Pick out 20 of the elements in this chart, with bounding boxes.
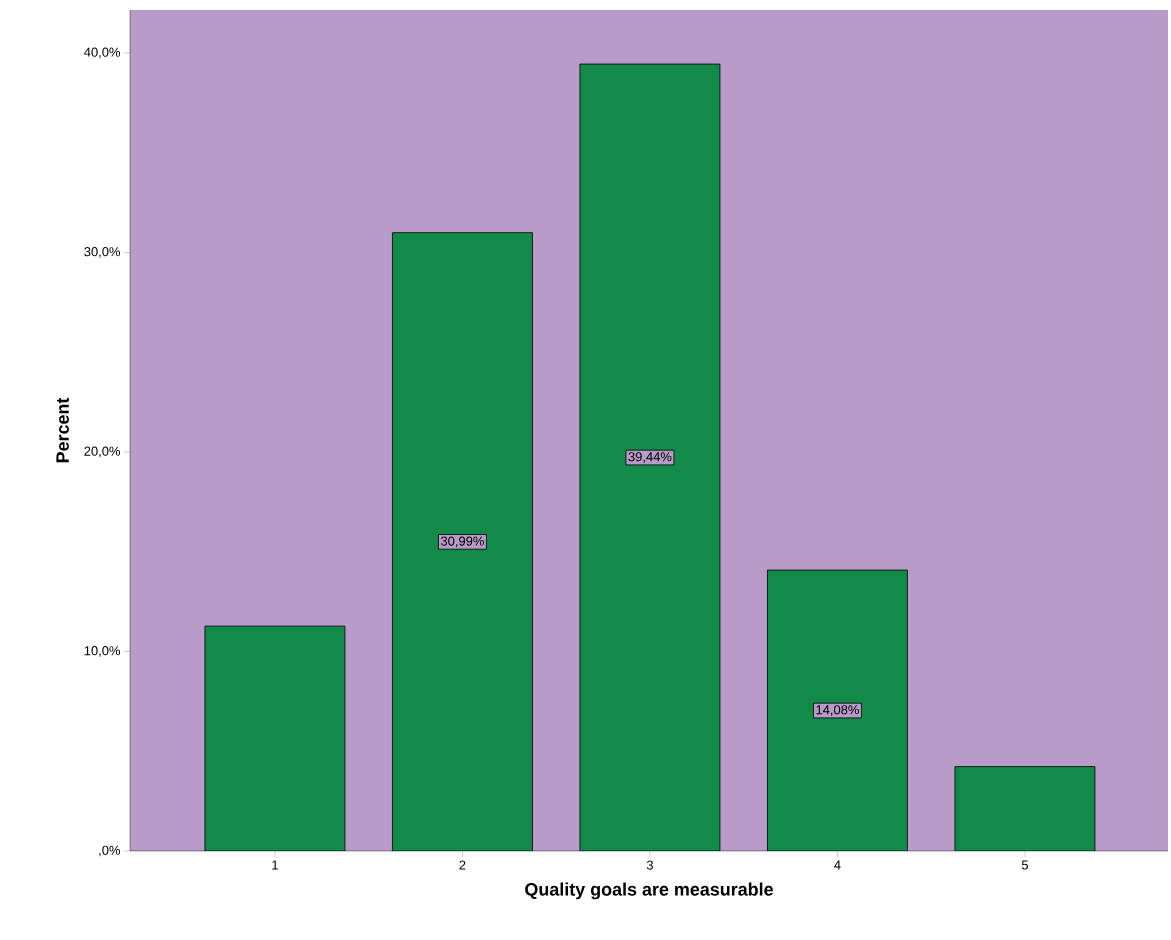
y-axis-title: Percent <box>56 397 69 463</box>
bar <box>204 625 346 851</box>
bar <box>392 232 533 851</box>
y-tick-label: 10,0% <box>84 646 121 657</box>
data-label: 39,44% <box>628 452 672 463</box>
data-label: 30,99% <box>440 536 484 548</box>
bar <box>767 569 908 851</box>
y-tick-label: 40,0% <box>84 47 121 59</box>
y-tick-label: ,0% <box>99 845 121 857</box>
y-tick-label: 20,0% <box>84 446 121 458</box>
x-tick-label: 2 <box>459 860 466 870</box>
data-label: 14,08% <box>816 705 859 716</box>
y-tick-label: 30,0% <box>84 247 121 258</box>
bar <box>579 63 721 851</box>
x-tick-label: 1 <box>272 860 278 870</box>
x-tick-label: 3 <box>646 860 653 870</box>
x-tick-label: 5 <box>1021 860 1028 870</box>
x-axis-title: Quality goals are measurable <box>525 882 773 900</box>
x-tick-label: 4 <box>834 860 841 870</box>
bar <box>954 766 1096 851</box>
